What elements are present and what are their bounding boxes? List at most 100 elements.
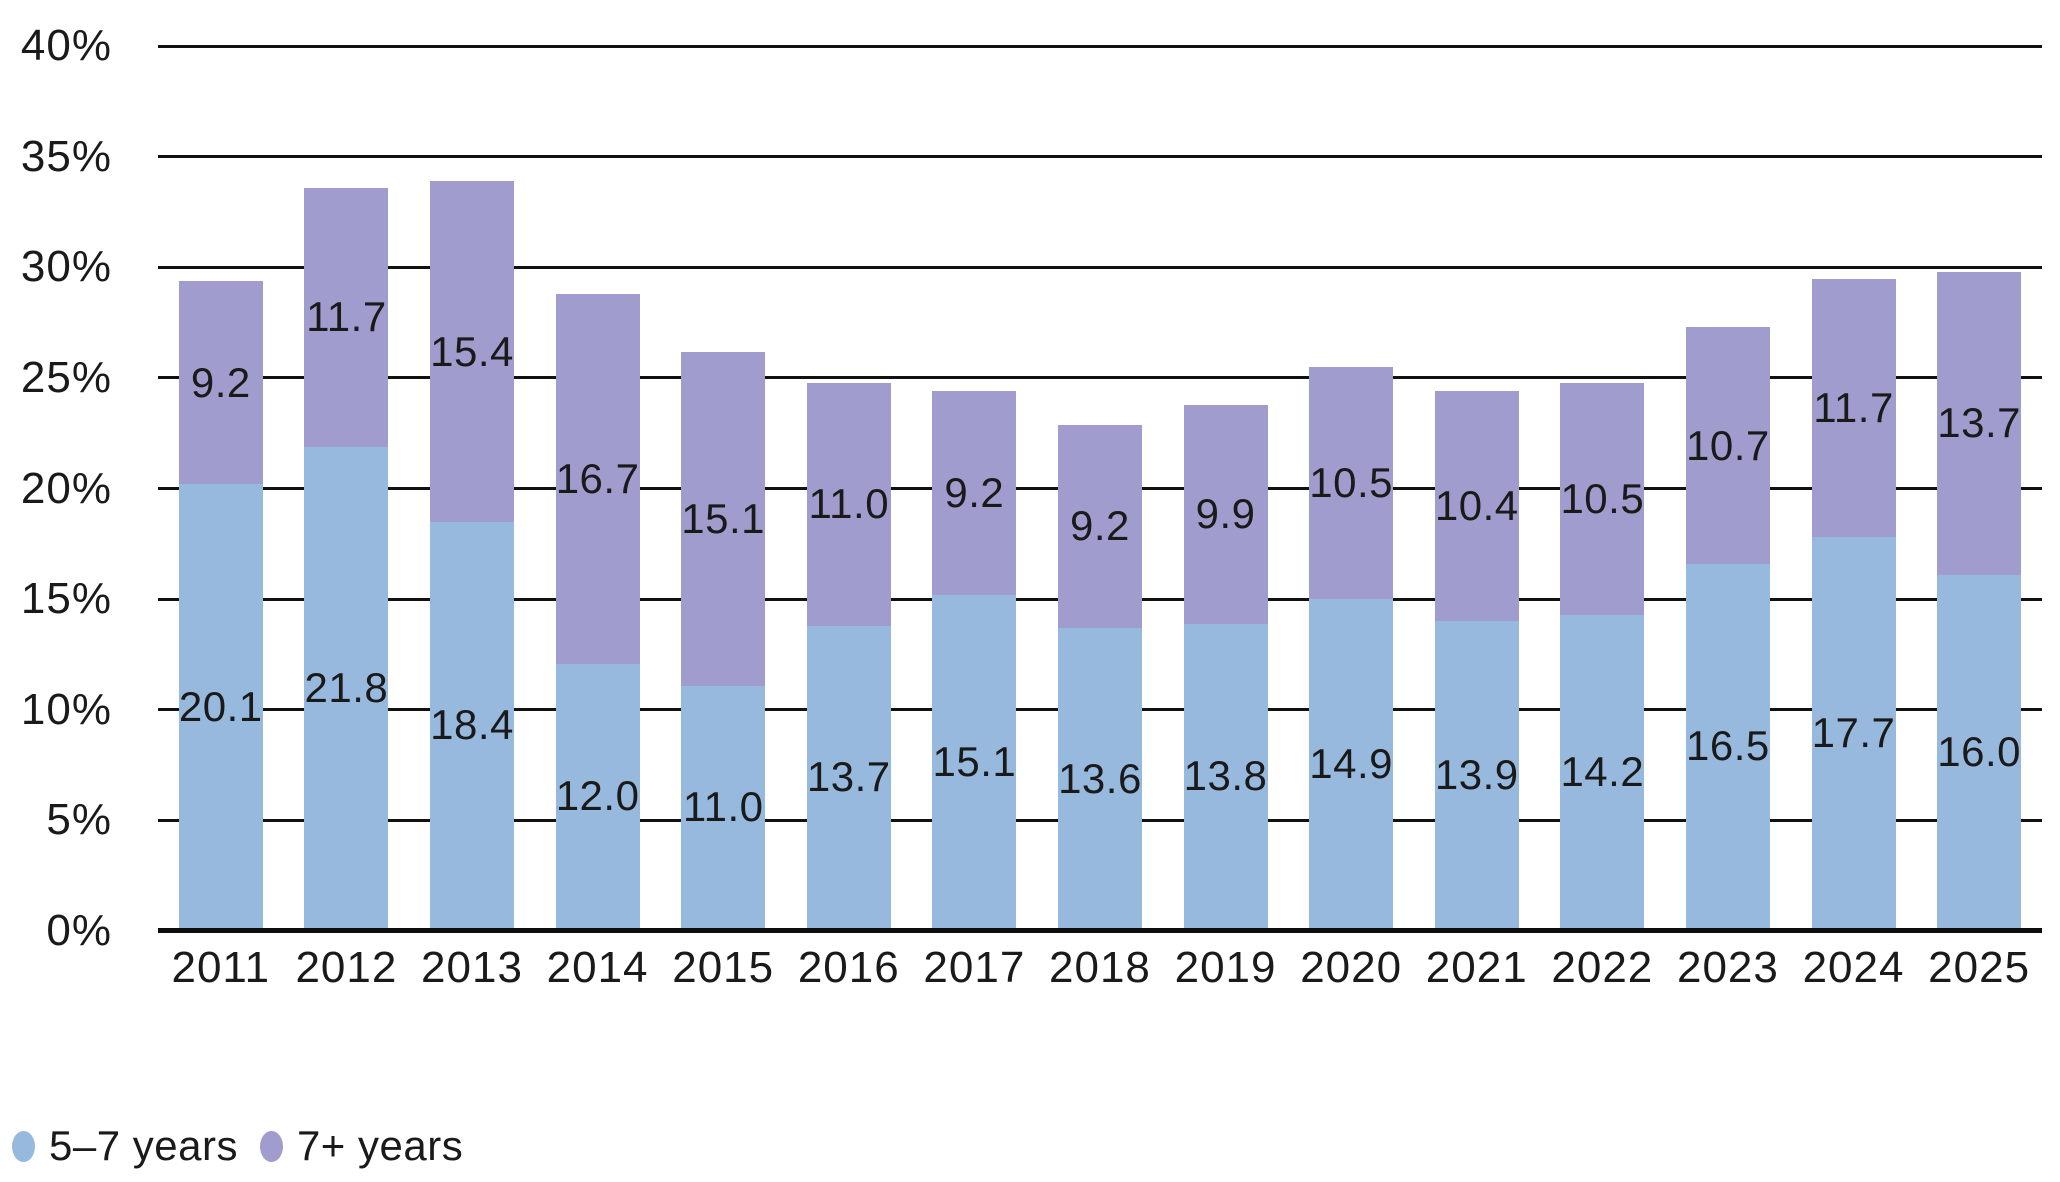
y-axis-tick-label: 15% bbox=[20, 574, 112, 624]
segment-value-label: 15.1 bbox=[932, 737, 1017, 785]
bar-stack-2022: 10.5 14.2 bbox=[1560, 382, 1645, 929]
gridline bbox=[158, 155, 2042, 159]
segment-value-label: 13.8 bbox=[1183, 752, 1268, 800]
bar-segment-7-plus-years: 10.5 bbox=[1309, 367, 1394, 600]
bar-column: 9.9 13.8 bbox=[1163, 46, 1289, 929]
x-axis-year-label: 2016 bbox=[797, 943, 900, 992]
gridline bbox=[158, 44, 2042, 48]
bar-segment-7-plus-years: 11.7 bbox=[304, 187, 389, 447]
segment-value-label: 16.0 bbox=[1937, 728, 2021, 775]
bar-column: 11.7 17.7 bbox=[1791, 46, 1917, 929]
legend-dot-icon bbox=[12, 1130, 35, 1162]
segment-value-label: 16.5 bbox=[1686, 722, 1770, 770]
segment-value-label: 10.4 bbox=[1434, 482, 1519, 530]
bar-segment-5-7-years: 17.7 bbox=[1811, 537, 1896, 929]
bar-segment-5-7-years: 16.5 bbox=[1685, 563, 1770, 929]
bar-column: 11.7 21.8 bbox=[284, 46, 410, 929]
segment-value-label: 16.7 bbox=[555, 454, 640, 502]
bar-stack-2011: 9.2 20.1 bbox=[178, 280, 263, 929]
segment-value-label: 15.4 bbox=[430, 327, 514, 375]
bar-stack-2014: 16.7 12.0 bbox=[555, 294, 640, 929]
y-axis-tick-label: 30% bbox=[20, 242, 112, 292]
bar-stack-2015: 15.1 11.0 bbox=[681, 351, 766, 929]
segment-value-label: 11.0 bbox=[682, 783, 764, 831]
y-axis-tick-label: 40% bbox=[20, 21, 112, 70]
bar-stack-2025: 13.7 16.0 bbox=[1937, 271, 2022, 929]
bar-segment-5-7-years: 20.1 bbox=[178, 484, 263, 929]
x-axis-year-label: 2020 bbox=[1300, 943, 1403, 992]
segment-value-label: 17.7 bbox=[1811, 709, 1896, 757]
x-axis-year-label: 2019 bbox=[1174, 943, 1277, 992]
bar-segment-7-plus-years: 11.7 bbox=[1811, 278, 1896, 538]
bar-stack-2013: 15.4 18.4 bbox=[429, 181, 514, 929]
bar-column: 10.4 13.9 bbox=[1414, 46, 1540, 929]
x-axis-year-label: 2013 bbox=[421, 943, 523, 992]
bar-stack-2017: 9.2 15.1 bbox=[932, 391, 1017, 929]
bar-stack-2012: 11.7 21.8 bbox=[304, 187, 389, 929]
segment-value-label: 10.5 bbox=[1560, 474, 1645, 522]
bar-segment-5-7-years: 21.8 bbox=[304, 446, 389, 929]
y-axis-tick-label: 35% bbox=[20, 131, 112, 181]
legend-label: 5–7 years bbox=[49, 1122, 238, 1169]
legend-dot-icon bbox=[259, 1130, 283, 1162]
plot-area: 9.2 20.1 11.7 21.8 15.4 18.4 16.7 12.0 15.1 11.0 1… bbox=[158, 0, 2042, 1182]
segment-value-label: 13.7 bbox=[806, 753, 891, 801]
segment-value-label: 18.4 bbox=[430, 701, 514, 749]
bar-column: 10.5 14.9 bbox=[1288, 46, 1414, 929]
bar-segment-7-plus-years: 9.2 bbox=[1057, 424, 1142, 629]
bar-stack-2021: 10.4 13.9 bbox=[1434, 391, 1519, 929]
bar-column: 11.0 13.7 bbox=[786, 46, 912, 929]
gridline bbox=[158, 376, 2042, 380]
gridline bbox=[158, 265, 2042, 269]
x-axis-year-label: 2017 bbox=[923, 943, 1026, 992]
bar-column: 9.2 13.6 bbox=[1037, 46, 1163, 929]
segment-value-label: 13.9 bbox=[1434, 751, 1519, 799]
x-axis-year-label: 2022 bbox=[1551, 943, 1654, 992]
segment-value-label: 14.2 bbox=[1560, 747, 1645, 795]
x-axis-year-label: 2012 bbox=[295, 943, 398, 992]
segment-value-label: 11.7 bbox=[1813, 383, 1894, 431]
bar-segment-5-7-years: 13.6 bbox=[1057, 628, 1142, 929]
segment-value-label: 9.2 bbox=[190, 358, 251, 406]
segment-value-label: 12.0 bbox=[555, 772, 640, 820]
bar-stack-2020: 10.5 14.9 bbox=[1309, 367, 1394, 929]
segment-value-label: 13.7 bbox=[1937, 399, 2021, 447]
bar-segment-7-plus-years: 11.0 bbox=[806, 382, 891, 626]
bar-column: 15.4 18.4 bbox=[409, 46, 535, 929]
legend-label: 7+ years bbox=[296, 1122, 464, 1169]
bar-segment-5-7-years: 14.2 bbox=[1560, 614, 1645, 929]
y-axis-tick-label: 0% bbox=[46, 906, 112, 955]
x-axis-year-label: 2015 bbox=[672, 943, 775, 992]
x-axis-labels: 2011 2012 2013 2014 2015 2016 2017 2018 2019 2020… bbox=[158, 938, 2042, 998]
legend-item-5-7-years: 5–7 years bbox=[12, 1122, 238, 1170]
y-axis-tick-label: 20% bbox=[20, 463, 112, 513]
bar-segment-7-plus-years: 9.9 bbox=[1183, 404, 1268, 624]
bar-segment-5-7-years: 13.7 bbox=[806, 625, 891, 929]
y-axis-tick-label: 5% bbox=[46, 795, 112, 845]
segment-value-label: 13.6 bbox=[1058, 754, 1142, 802]
bar-segment-5-7-years: 13.8 bbox=[1183, 623, 1268, 929]
x-axis-year-label: 2018 bbox=[1049, 943, 1151, 992]
x-axis-year-label: 2023 bbox=[1676, 943, 1779, 992]
x-axis-year-label: 2025 bbox=[1928, 943, 2031, 992]
bar-column: 10.5 14.2 bbox=[1540, 46, 1666, 929]
segment-value-label: 10.5 bbox=[1309, 459, 1394, 507]
bar-segment-5-7-years: 11.0 bbox=[681, 685, 766, 929]
bar-segment-5-7-years: 16.0 bbox=[1937, 575, 2022, 929]
segment-value-label: 9.9 bbox=[1195, 490, 1256, 538]
segment-value-label: 21.8 bbox=[304, 663, 389, 711]
segment-value-label: 11.7 bbox=[306, 293, 387, 341]
y-axis-labels: 0% 5% 10% 15% 20% 25% 30% 35% 40% bbox=[0, 0, 112, 1182]
bar-stack-2024: 11.7 17.7 bbox=[1811, 278, 1896, 929]
segment-value-label: 15.1 bbox=[681, 494, 766, 542]
bar-column: 10.7 16.5 bbox=[1665, 46, 1791, 929]
y-axis-tick-label: 25% bbox=[20, 352, 112, 402]
segment-value-label: 9.2 bbox=[944, 469, 1005, 517]
segment-value-label: 9.2 bbox=[1070, 502, 1130, 550]
bar-stack-2023: 10.7 16.5 bbox=[1685, 327, 1770, 929]
bar-segment-7-plus-years: 15.1 bbox=[681, 351, 766, 686]
legend-item-7-plus-years: 7+ years bbox=[259, 1122, 464, 1170]
bar-segment-5-7-years: 13.9 bbox=[1434, 621, 1519, 929]
bar-stack-2016: 11.0 13.7 bbox=[806, 382, 891, 929]
